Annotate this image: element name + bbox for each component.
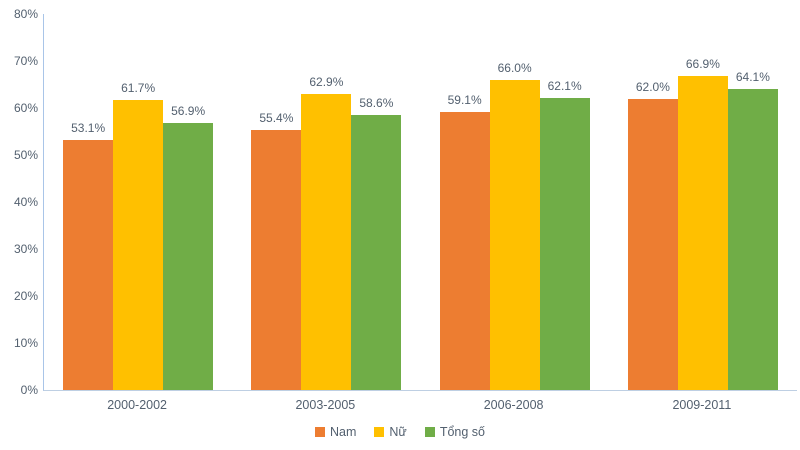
y-axis-tick-label: 0% <box>20 383 38 397</box>
bar-tổng-số <box>163 122 214 390</box>
x-axis-category-label: 2000-2002 <box>107 398 168 412</box>
bar-group: 59.1% 66.0% 62.1% <box>421 14 609 390</box>
bar-slot: 53.1% <box>63 14 114 390</box>
y-axis-tick-label: 50% <box>13 148 38 162</box>
bar-tổng-số <box>727 88 778 390</box>
legend-item: Nữ <box>374 425 407 439</box>
data-label: 62.0% <box>635 79 670 94</box>
data-label: 62.9% <box>309 75 344 90</box>
bar-slot: 58.6% <box>351 14 402 390</box>
bar-tổng-số <box>351 114 402 390</box>
bar-group: 55.4% 62.9% 58.6% <box>232 14 420 390</box>
data-label: 56.9% <box>171 103 206 118</box>
data-label: 55.4% <box>259 110 294 125</box>
bar-nam <box>251 129 302 390</box>
legend-label: Tổng số <box>439 425 485 439</box>
bar-nữ <box>113 100 164 390</box>
bar-slot: 64.1% <box>727 14 778 390</box>
bar-nữ <box>489 79 540 390</box>
bar-tổng-số <box>539 98 590 390</box>
bar-nữ <box>301 94 352 390</box>
legend-label: Nam <box>330 425 357 439</box>
legend-swatch-icon <box>424 427 435 438</box>
bar-slot: 62.9% <box>301 14 352 390</box>
x-axis: 2000-2002 2003-2005 2006-2008 2009-2011 <box>43 399 796 412</box>
bar-nam <box>439 112 490 390</box>
y-axis-tick-label: 30% <box>13 242 38 256</box>
bar-group: 53.1% 61.7% 56.9% <box>44 14 232 390</box>
bar-slot: 56.9% <box>163 14 214 390</box>
bar-nam <box>627 98 678 390</box>
y-axis: 0% 10% 20% 30% 40% 50% 60% 70% 80% <box>0 8 38 396</box>
legend-swatch-icon <box>315 427 325 438</box>
y-axis-tick-label: 60% <box>13 101 38 115</box>
bar-nam <box>63 140 114 390</box>
x-axis-category-label: 2009-2011 <box>672 398 732 412</box>
data-label: 58.6% <box>359 95 394 110</box>
x-axis-category-label: 2006-2008 <box>483 398 544 412</box>
data-label: 61.7% <box>121 81 156 96</box>
bar-group: 62.0% 66.9% 64.1% <box>609 14 797 390</box>
data-label: 64.1% <box>735 69 770 84</box>
bar-slot: 59.1% <box>439 14 490 390</box>
bar-slot: 55.4% <box>251 14 302 390</box>
bar-slot: 62.0% <box>627 14 678 390</box>
legend-item: Nam <box>315 426 356 439</box>
legend-item: Tổng số <box>424 425 485 439</box>
bar-slot: 62.1% <box>539 14 590 390</box>
data-label: 66.9% <box>685 56 720 71</box>
y-axis-tick-label: 80% <box>13 7 38 21</box>
bar-nữ <box>677 75 728 390</box>
data-label: 62.1% <box>547 79 582 94</box>
data-label: 59.1% <box>447 93 482 108</box>
legend-swatch-icon <box>374 427 385 438</box>
x-axis-category-label: 2003-2005 <box>295 398 356 412</box>
bar-slot: 61.7% <box>113 14 164 390</box>
legend-label: Nữ <box>389 425 407 439</box>
bar-slot: 66.0% <box>489 14 540 390</box>
y-axis-tick-label: 10% <box>13 336 38 350</box>
y-axis-tick-label: 70% <box>13 54 38 68</box>
plot-area: 53.1% 61.7% 56.9% 55.4% 62.9% 58.6% 59.1% 66.0%… <box>43 14 797 391</box>
bar-slot: 66.9% <box>677 14 728 390</box>
y-axis-tick-label: 20% <box>13 289 38 303</box>
data-label: 66.0% <box>497 60 532 75</box>
y-axis-tick-label: 40% <box>13 195 38 209</box>
legend: Nam Nữ Tổng số <box>0 426 800 439</box>
data-label: 53.1% <box>71 121 106 136</box>
